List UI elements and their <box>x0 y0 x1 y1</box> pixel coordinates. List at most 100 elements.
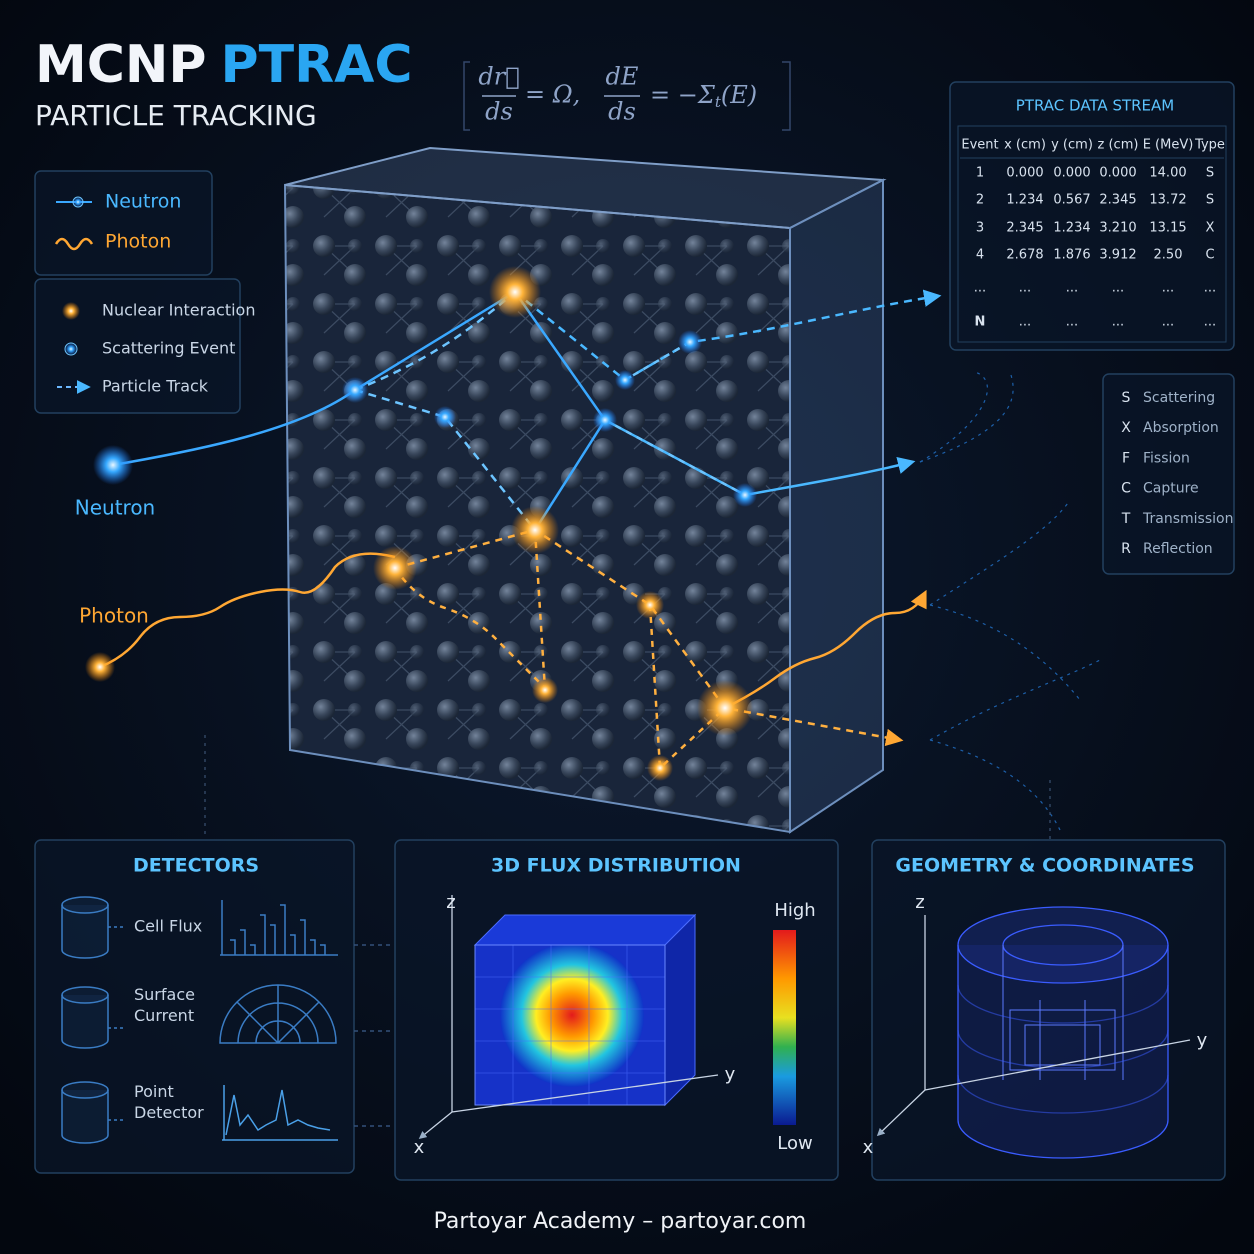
color-bar-label: High <box>774 900 815 921</box>
table-header: z (cm) <box>1098 138 1139 153</box>
table-cell: 1 <box>976 166 984 181</box>
eq-sub: t <box>715 93 722 111</box>
table-cell: ... <box>1204 281 1216 296</box>
table-cell: X <box>1206 221 1215 236</box>
eq-den: ds <box>608 98 636 126</box>
table-cell: 3.912 <box>1099 248 1136 263</box>
table-cell: 2.345 <box>1099 193 1136 208</box>
table-cell: 14.00 <box>1149 166 1186 181</box>
legend-label: Nuclear Interaction <box>102 301 255 320</box>
table-header: Event <box>961 138 998 153</box>
detector-label: Current <box>134 1006 194 1025</box>
code-letter: T <box>1121 511 1131 527</box>
photon-tracks <box>99 528 927 771</box>
table-cell: ... <box>1162 281 1174 296</box>
table-cell: S <box>1206 166 1214 181</box>
panel-title: GEOMETRY & COORDINATES <box>895 855 1194 877</box>
code-letter: C <box>1121 481 1131 497</box>
table-cell: ... <box>974 281 986 296</box>
table-cell: 3.210 <box>1099 221 1136 236</box>
color-bar <box>773 930 796 1125</box>
panel-title: DETECTORS <box>133 855 259 877</box>
table-cell: 13.15 <box>1149 221 1186 236</box>
code-label: Scattering <box>1143 390 1215 406</box>
code-letter: S <box>1122 390 1131 406</box>
eq-tail: (E) <box>721 81 757 109</box>
detector-label: Cell Flux <box>134 917 202 936</box>
legend-label: Particle Track <box>102 377 209 396</box>
equation: dr⃗ ds = Ω, dE ds = −Σt(E) <box>463 61 791 131</box>
table-header: y (cm) <box>1051 138 1093 153</box>
eq-rel: = −Σt(E) <box>650 81 757 112</box>
material-block <box>283 146 887 834</box>
table-cell: ... <box>1019 281 1031 296</box>
title-a: MCNP <box>35 35 207 95</box>
table-cell: ... <box>1162 315 1174 330</box>
title: MCNP PTRAC <box>35 35 413 95</box>
code-letter: R <box>1121 541 1131 557</box>
detector-label: Detector <box>134 1103 204 1122</box>
codes: S Scattering X Absorption F Fission C Capture T T… <box>1121 390 1234 557</box>
table-cell: 13.72 <box>1149 193 1186 208</box>
code-letter: F <box>1122 450 1130 466</box>
table-cell: ... <box>1066 315 1078 330</box>
code-label: Fission <box>1143 450 1190 466</box>
flux-cube <box>420 895 719 1138</box>
table-cell: 2.345 <box>1006 221 1043 236</box>
table-cell: 2 <box>976 193 984 208</box>
table-cell: 0.000 <box>1053 166 1090 181</box>
code-label: Capture <box>1143 481 1199 497</box>
table-cell: S <box>1206 193 1214 208</box>
title-b: PTRAC <box>221 35 413 95</box>
table-cell: ... <box>1112 315 1124 330</box>
table-cell: 1.234 <box>1053 221 1090 236</box>
detector-labels: Cell Flux Surface Current Point Detector <box>134 917 204 1123</box>
scatter-icon <box>64 342 78 356</box>
neutron-icon <box>72 196 84 208</box>
eq-num: dE <box>606 63 639 91</box>
table-cell: 0.567 <box>1053 193 1090 208</box>
legend-label: Scattering Event <box>102 339 235 358</box>
detector-label: Point <box>134 1082 174 1101</box>
table-cell: 4 <box>976 248 984 263</box>
legend-label: Neutron <box>105 191 181 213</box>
legend-label: Photon <box>105 231 171 253</box>
table-header: E (MeV) <box>1143 138 1194 153</box>
detector-icons <box>61 896 390 1144</box>
table-cell: 3 <box>976 221 984 236</box>
code-label: Transmission <box>1142 511 1233 527</box>
eq-num: dr⃗ <box>478 63 519 91</box>
table-title: PTRAC DATA STREAM <box>1016 97 1174 115</box>
detector-label: Surface <box>134 985 195 1004</box>
photon-icon <box>54 237 94 251</box>
subtitle: PARTICLE TRACKING <box>35 99 317 132</box>
table-cell: 1.234 <box>1006 193 1043 208</box>
table-cell: C <box>1205 248 1214 263</box>
neutron-label: Neutron <box>75 496 155 520</box>
code-letter: X <box>1121 420 1131 436</box>
table-cell: ... <box>1204 315 1216 330</box>
table-cell: ... <box>1019 315 1031 330</box>
interaction-points <box>85 266 757 781</box>
table-cell: 1.876 <box>1053 248 1090 263</box>
table-cell: 2.50 <box>1154 248 1183 263</box>
table-cell: 0.000 <box>1099 166 1136 181</box>
table-header: Type <box>1194 138 1225 153</box>
photon-label: Photon <box>79 604 149 628</box>
table-cell: 0.000 <box>1006 166 1043 181</box>
table-grid <box>957 125 1227 343</box>
table-cell: 2.678 <box>1006 248 1043 263</box>
data-stream <box>204 371 1101 840</box>
axis-label: z <box>915 892 924 913</box>
footer: Partoyar Academy – partoyar.com <box>434 1209 807 1234</box>
axis-label: y <box>725 1064 736 1085</box>
detectors-panel <box>34 839 355 1174</box>
axis-label: x <box>863 1137 874 1158</box>
table-cell: ... <box>1112 281 1124 296</box>
codes-panel <box>1102 373 1235 575</box>
axis-label: z <box>446 892 455 913</box>
interaction-icon <box>62 302 80 320</box>
legend-panel <box>34 278 241 414</box>
panel-title: 3D FLUX DISTRIBUTION <box>491 855 741 877</box>
